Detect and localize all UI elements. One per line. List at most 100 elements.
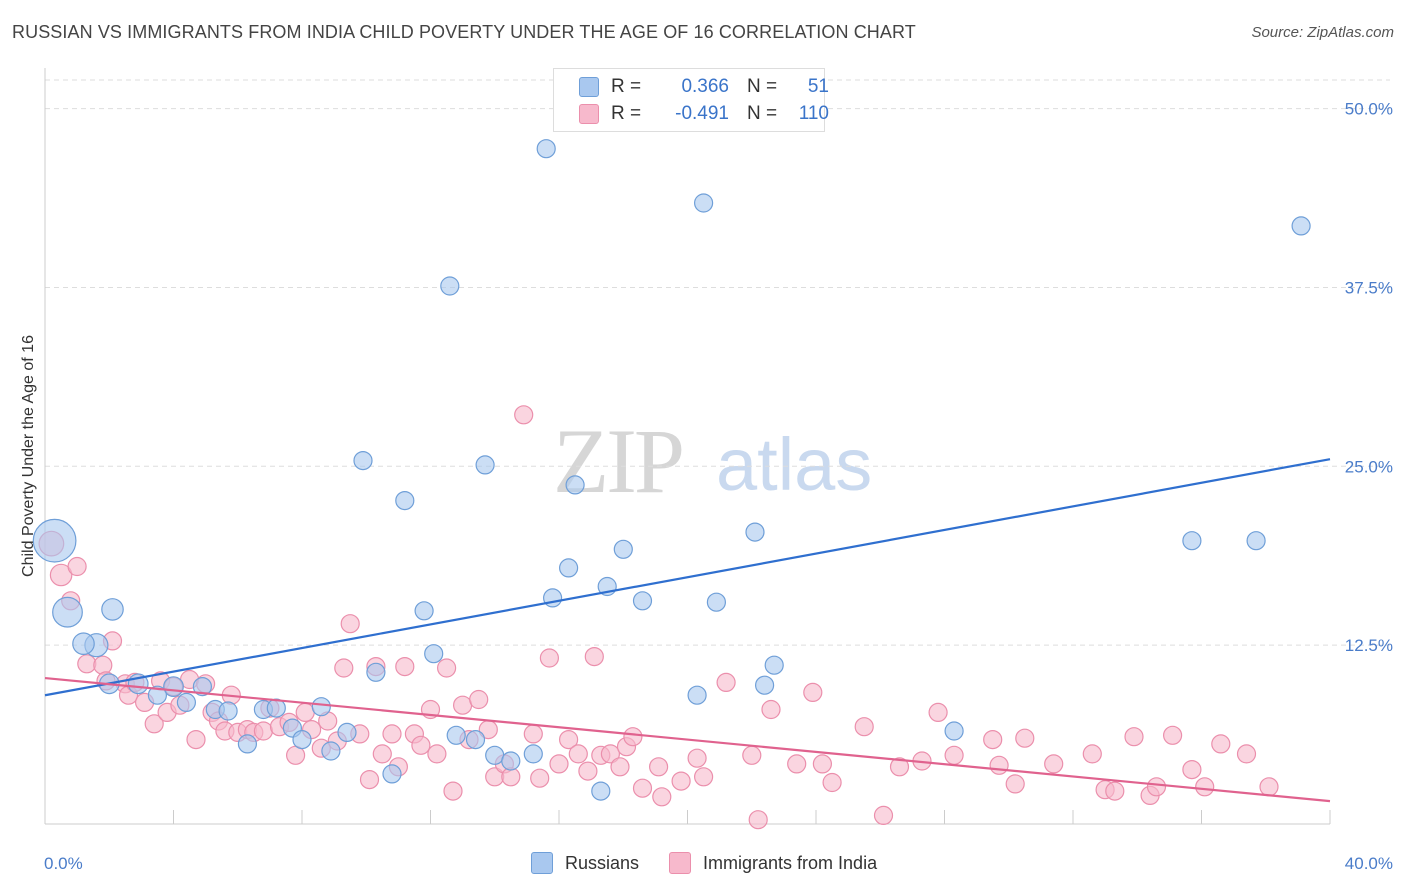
india-point	[1259, 777, 1279, 797]
russians-label: Russians	[565, 852, 640, 873]
india-point	[568, 744, 588, 764]
russians-point	[523, 744, 543, 764]
india-point	[983, 729, 1003, 750]
india-point	[944, 745, 964, 765]
india-point	[1015, 728, 1035, 748]
india-point	[1124, 727, 1144, 747]
india-point	[748, 810, 768, 830]
russians-trend-line	[44, 458, 1331, 697]
india-swatch	[579, 104, 599, 124]
russians-point	[591, 781, 611, 801]
russians-point	[176, 692, 196, 713]
legend-n-value: 110	[798, 103, 829, 124]
russians-point	[693, 193, 714, 213]
india-point	[382, 724, 402, 744]
india-point	[693, 767, 714, 787]
russians-point	[192, 676, 212, 697]
legend-r-value: -0.491	[675, 103, 729, 124]
russians-point	[101, 598, 124, 621]
india-point	[437, 658, 457, 678]
india-point	[578, 761, 598, 781]
india-point	[469, 689, 489, 710]
russians-point	[52, 596, 83, 628]
india-point	[671, 771, 691, 791]
russians-point	[440, 276, 460, 296]
russians-point	[337, 722, 357, 743]
y-axis-label: Child Poverty Under the Age of 16	[20, 335, 37, 577]
legend: R = 0.366 N = 51 R = -0.491 N = 110	[553, 68, 829, 132]
legend-row-india: R = -0.491 N = 110	[579, 102, 829, 126]
watermark-atlas: atlas	[716, 423, 872, 506]
india-point	[453, 695, 473, 715]
india-point	[1044, 754, 1064, 774]
russians-point	[558, 558, 579, 578]
india-point	[549, 754, 569, 774]
india-point	[295, 702, 315, 723]
india-point	[652, 787, 672, 807]
russians-point	[706, 592, 727, 612]
india-point	[558, 729, 579, 750]
india-point	[1182, 759, 1202, 780]
india-point	[584, 646, 604, 667]
russians-point	[687, 685, 707, 705]
india-point	[812, 754, 833, 774]
russians-point	[414, 601, 434, 621]
india-point	[742, 745, 762, 765]
india-point	[632, 778, 653, 798]
india-point	[1005, 774, 1025, 794]
y-tick-label: 50.0%	[1345, 100, 1393, 119]
india-point	[340, 614, 360, 634]
russians-point	[382, 764, 402, 784]
legend-r-label: R =	[611, 103, 642, 124]
india-point	[1082, 744, 1102, 764]
india-point	[359, 769, 380, 790]
india-point	[523, 724, 543, 744]
india-point	[530, 768, 550, 788]
india-point	[716, 672, 736, 693]
india-point	[854, 717, 874, 737]
russians-point	[944, 721, 964, 741]
x-tick-label: 0.0%	[44, 854, 83, 873]
india-label: Immigrants from India	[703, 852, 878, 873]
russians-swatch	[579, 77, 599, 97]
india-point	[372, 744, 392, 764]
india-point	[928, 702, 948, 723]
india-point	[787, 754, 807, 774]
india-point	[1236, 744, 1257, 764]
russians-point	[147, 685, 167, 705]
russians-point	[764, 655, 784, 675]
source-note: Source: ZipAtlas.com	[1251, 24, 1394, 41]
india-point	[334, 658, 354, 678]
watermark-zip: ZIP	[553, 410, 682, 512]
russians-point	[32, 518, 77, 563]
russians-point	[1291, 216, 1311, 236]
tick-labels: 12.5% 25.0% 37.5% 50.0% 0.0% 40.0%	[44, 100, 1393, 873]
india-point	[761, 699, 781, 720]
russians-point	[292, 729, 312, 750]
india-point	[514, 405, 534, 425]
russians-point	[266, 698, 286, 718]
russians-point	[465, 729, 486, 750]
bottom-legend-india: Immigrants from India	[669, 852, 877, 874]
russians-point	[311, 697, 331, 717]
india-point	[1146, 777, 1167, 797]
russians-point	[446, 725, 466, 745]
india-point	[67, 556, 87, 577]
russians-point	[218, 701, 238, 721]
india-trend-line	[44, 676, 1331, 803]
legend-n-label: N =	[747, 76, 778, 97]
watermark: ZIP atlas	[553, 410, 872, 512]
trend-lines	[44, 458, 1331, 803]
legend-n-value: 51	[807, 76, 829, 97]
india-point	[93, 655, 113, 675]
russians-point	[613, 539, 633, 559]
axes	[44, 68, 1331, 825]
russians-point	[1246, 531, 1266, 551]
india-point	[539, 648, 560, 668]
india-point	[1162, 725, 1183, 745]
russians-point	[72, 632, 95, 655]
russians-point	[237, 734, 257, 754]
chart-title: RUSSIAN VS IMMIGRANTS FROM INDIA CHILD P…	[12, 22, 916, 42]
india-point	[253, 721, 273, 741]
